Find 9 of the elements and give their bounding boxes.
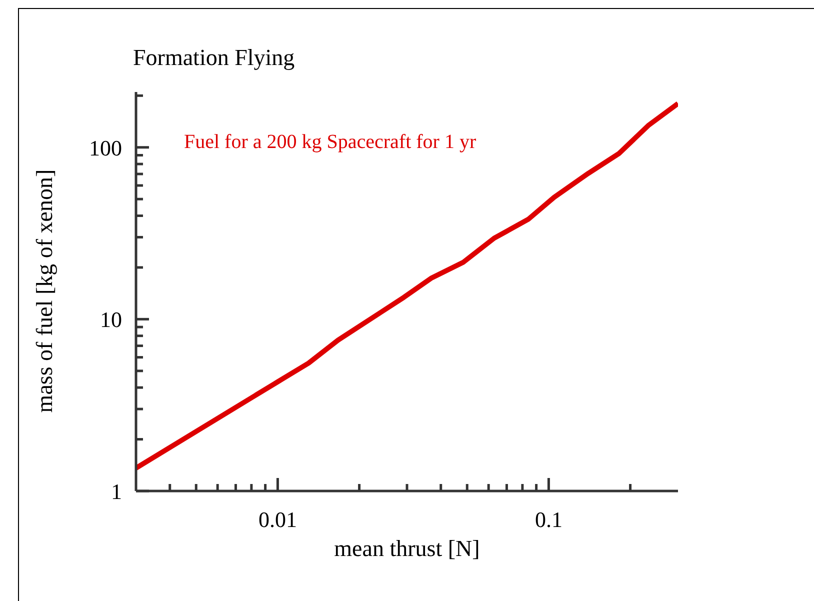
y-tick-label: 1 <box>111 479 122 504</box>
x-tick-label: 0.01 <box>258 507 297 532</box>
chart-title: Formation Flying <box>133 45 295 71</box>
x-tick-label: 0.1 <box>534 507 562 532</box>
x-axis-title: mean thrust [N] <box>333 536 481 562</box>
y-tick-label: 10 <box>100 307 122 332</box>
annotation: Fuel for a 200 kg Spacecraft for 1 yr <box>184 131 476 154</box>
y-tick-label: 100 <box>89 135 122 160</box>
y-axis-title: mass of fuel [kg of xenon] <box>32 168 58 414</box>
